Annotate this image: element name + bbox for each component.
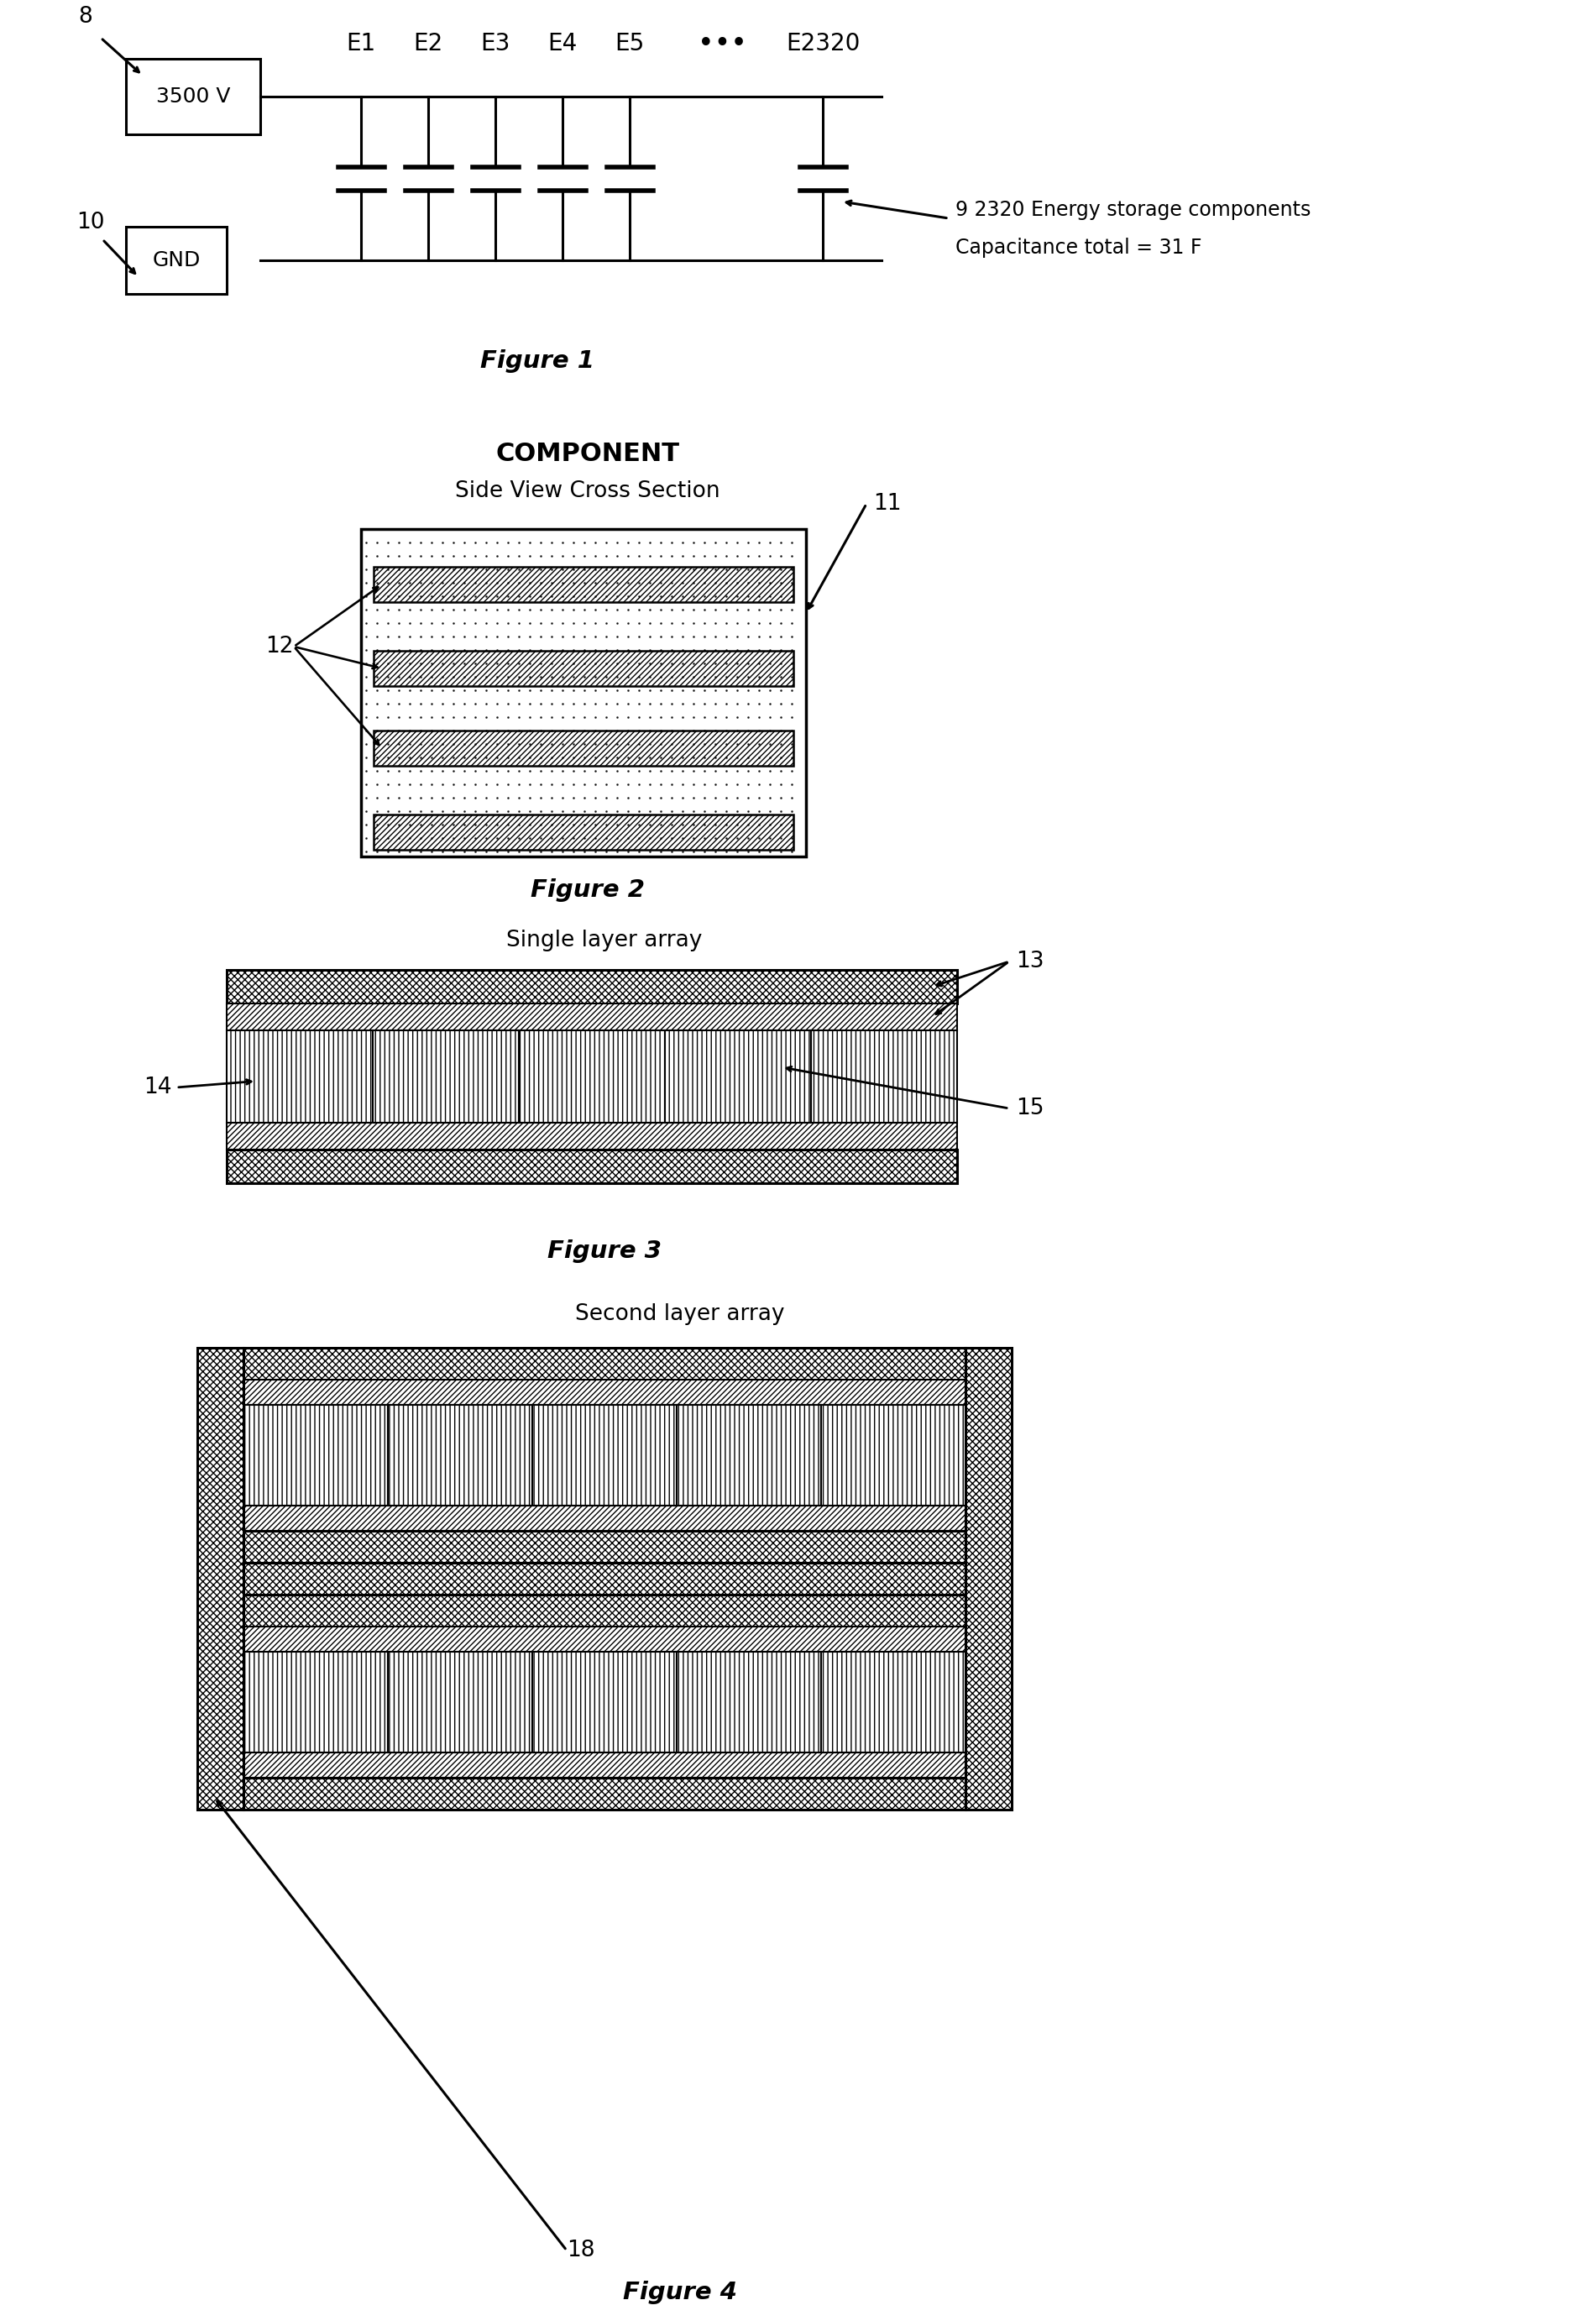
Bar (244, 1627, 966, 1653)
Bar (677, 1404, 820, 1506)
Text: •••: ••• (697, 30, 747, 58)
Bar (388, 1653, 533, 1752)
Text: E5: E5 (614, 32, 645, 56)
Bar (373, 815, 793, 849)
Text: Single layer array: Single layer array (506, 931, 702, 952)
Text: Figure 4: Figure 4 (622, 2282, 737, 2305)
Text: Capacitance total = 31 F: Capacitance total = 31 F (956, 237, 1202, 258)
Bar (244, 1349, 966, 1379)
Text: Side View Cross Section: Side View Cross Section (455, 480, 720, 501)
Text: 13: 13 (1017, 952, 1044, 972)
Bar (244, 1778, 966, 1810)
Bar (244, 1595, 966, 1627)
Bar (519, 1031, 666, 1123)
Text: 18: 18 (567, 2240, 595, 2261)
Text: Figure 1: Figure 1 (480, 350, 594, 374)
Bar (361, 529, 806, 856)
Text: 3500 V: 3500 V (156, 86, 230, 107)
Bar (677, 1653, 820, 1752)
Bar (244, 1752, 966, 1778)
Bar (227, 970, 958, 1003)
Bar (666, 1031, 811, 1123)
Bar (966, 1349, 1012, 1810)
Text: Figure 3: Figure 3 (547, 1239, 662, 1263)
Bar (820, 1653, 966, 1752)
Bar (373, 566, 793, 601)
Bar (533, 1404, 677, 1506)
Text: Second layer array: Second layer array (575, 1304, 785, 1325)
Text: 15: 15 (1017, 1098, 1044, 1119)
Bar (373, 650, 793, 687)
Bar (244, 1506, 966, 1532)
Text: 11: 11 (873, 492, 902, 515)
Bar (227, 1031, 373, 1123)
Bar (227, 1003, 958, 1031)
Text: E2: E2 (413, 32, 444, 56)
Bar (126, 58, 260, 135)
Text: 10: 10 (77, 211, 105, 234)
Bar (244, 1653, 388, 1752)
Bar (820, 1404, 966, 1506)
Bar (244, 1532, 966, 1562)
Bar (227, 1149, 958, 1184)
Bar (244, 1562, 966, 1595)
Bar (373, 1031, 519, 1123)
Bar (244, 1379, 966, 1404)
Text: 9 2320 Energy storage components: 9 2320 Energy storage components (956, 200, 1310, 220)
Bar (533, 1653, 677, 1752)
Bar (373, 731, 793, 766)
Text: E2320: E2320 (785, 32, 860, 56)
Text: E3: E3 (480, 32, 511, 56)
Bar (388, 1404, 533, 1506)
Bar (198, 1349, 244, 1810)
Bar (811, 1031, 958, 1123)
Bar (126, 227, 227, 295)
Text: E1: E1 (346, 32, 375, 56)
Text: COMPONENT: COMPONENT (496, 441, 680, 467)
Text: 14: 14 (144, 1077, 172, 1098)
Text: 12: 12 (265, 636, 294, 657)
Text: E4: E4 (547, 32, 578, 56)
Text: Figure 2: Figure 2 (530, 877, 645, 903)
Bar (227, 1123, 958, 1149)
Text: 8: 8 (78, 7, 93, 28)
Bar (244, 1404, 388, 1506)
Text: GND: GND (152, 251, 201, 269)
